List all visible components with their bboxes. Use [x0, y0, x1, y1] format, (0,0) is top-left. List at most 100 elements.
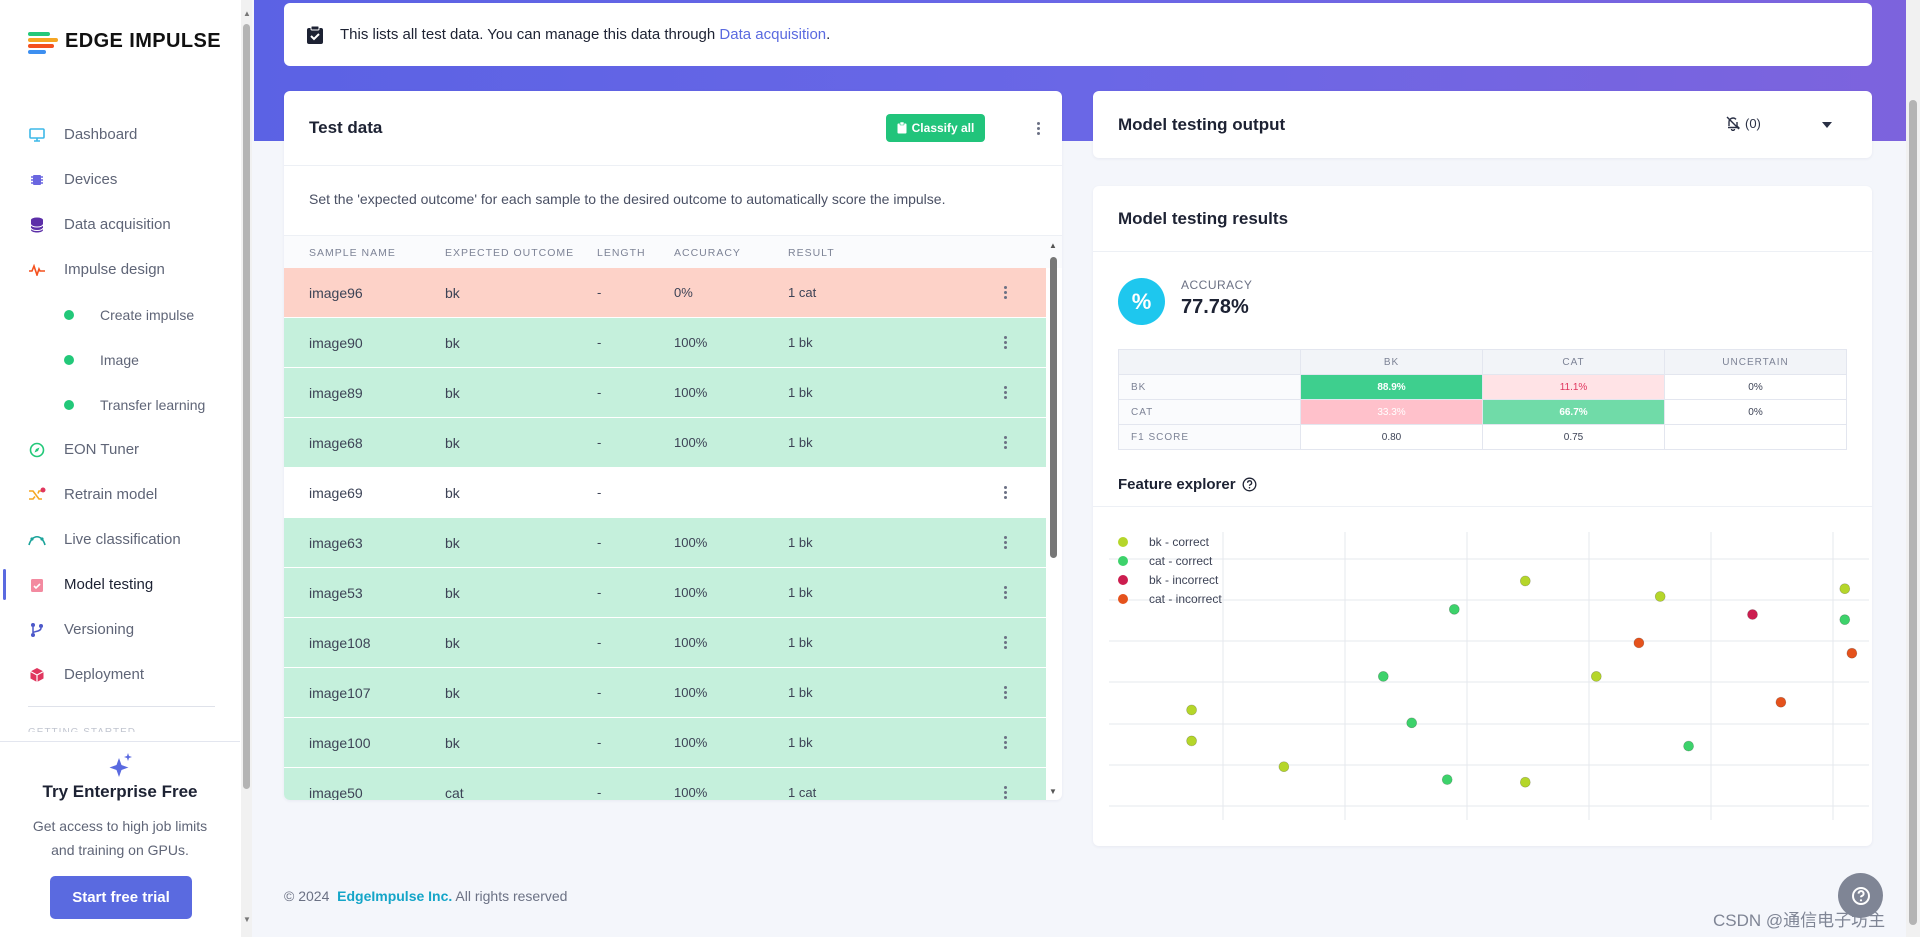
help-button[interactable] [1838, 873, 1883, 918]
row-menu-button[interactable] [997, 632, 1013, 652]
info-banner: This lists all test data. You can manage… [284, 3, 1872, 66]
sidebar-item-model-testing[interactable]: Model testing [0, 562, 240, 607]
sidebar-item-create-impulse[interactable]: Create impulse [0, 292, 240, 337]
scatter-point[interactable] [1839, 614, 1851, 625]
divider [1093, 251, 1872, 252]
scatter-point[interactable] [1747, 609, 1758, 620]
table-header: SAMPLE NAME EXPECTED OUTCOME LENGTH ACCU… [284, 235, 1062, 268]
confusion-matrix: BK CAT UNCERTAIN BK 88.9% 11.1% 0% CAT 3… [1118, 349, 1847, 450]
cm-cell: 11.1% [1482, 374, 1665, 400]
data-acquisition-link[interactable]: Data acquisition [719, 26, 827, 43]
row-menu-button[interactable] [997, 382, 1013, 402]
row-menu-button[interactable] [997, 432, 1013, 452]
table-scroll-thumb[interactable] [1050, 257, 1057, 558]
scatter-point[interactable] [1278, 761, 1290, 773]
sidebar-item-eon-tuner[interactable]: EON Tuner [0, 427, 240, 472]
column-header[interactable]: RESULT [788, 247, 835, 259]
table-row[interactable]: image100 bk - 100% 1 bk [284, 718, 1046, 767]
scroll-down-icon[interactable]: ▼ [243, 915, 251, 924]
table-row[interactable]: image69 bk - [284, 468, 1046, 517]
legend-label[interactable]: bk - incorrect [1149, 573, 1219, 587]
sidebar-item-label: Impulse design [64, 261, 165, 278]
model-testing-output-card[interactable]: Model testing output (0) [1093, 91, 1872, 158]
scatter-point[interactable] [1406, 717, 1418, 729]
sidebar-scroll-thumb[interactable] [243, 24, 250, 789]
compass-icon [28, 441, 46, 459]
scroll-down-icon[interactable]: ▼ [1049, 787, 1057, 796]
row-menu-button[interactable] [997, 482, 1013, 502]
scatter-point[interactable] [1186, 704, 1197, 716]
row-menu-button[interactable] [997, 732, 1013, 752]
scatter-point[interactable] [1519, 776, 1531, 788]
sidebar-item-versioning[interactable]: Versioning [0, 607, 240, 652]
notification-toggle[interactable]: (0) [1725, 115, 1761, 131]
sidebar-item-deployment[interactable]: Deployment [0, 652, 240, 697]
row-menu-button[interactable] [997, 582, 1013, 602]
sidebar-item-data-acquisition[interactable]: Data acquisition [0, 202, 240, 247]
sidebar-item-transfer-learning[interactable]: Transfer learning [0, 382, 240, 427]
legend-label[interactable]: cat - incorrect [1149, 592, 1222, 606]
table-row[interactable]: image108 bk - 100% 1 bk [284, 618, 1046, 667]
td-accuracy: 100% [674, 535, 708, 550]
td-result: 1 cat [788, 285, 817, 300]
column-header[interactable]: EXPECTED OUTCOME [445, 247, 575, 259]
table-row[interactable]: image107 bk - 100% 1 bk [284, 668, 1046, 717]
help-circle-icon[interactable] [1242, 477, 1257, 492]
page-scrollbar[interactable] [1906, 0, 1920, 937]
sidebar-item-devices[interactable]: Devices [0, 157, 240, 202]
logo[interactable]: EDGE IMPULSE [28, 30, 221, 54]
sidebar-item-dashboard[interactable]: Dashboard [0, 112, 240, 157]
table-row[interactable]: image89 bk - 100% 1 bk [284, 368, 1046, 417]
row-menu-button[interactable] [997, 782, 1013, 800]
test-data-menu-button[interactable] [1030, 118, 1046, 138]
scatter-point[interactable] [1654, 591, 1666, 602]
sidebar-item-impulse-design[interactable]: Impulse design [0, 247, 240, 292]
sidebar-item-label: Retrain model [64, 486, 158, 503]
scatter-point[interactable] [1448, 604, 1460, 615]
brand-name: EDGE IMPULSE [65, 30, 221, 52]
column-header[interactable]: LENGTH [597, 247, 646, 259]
column-header[interactable]: SAMPLE NAME [309, 247, 396, 259]
sidebar-item-image[interactable]: Image [0, 337, 240, 382]
company-link[interactable]: EdgeImpulse Inc. [337, 888, 453, 904]
table-row[interactable]: image68 bk - 100% 1 bk [284, 418, 1046, 467]
scatter-point[interactable] [1590, 671, 1602, 682]
table-row[interactable]: image50 cat - 100% 1 cat [284, 768, 1046, 800]
sidebar-item-live-classification[interactable]: Live classification [0, 517, 240, 562]
td-length: - [597, 585, 602, 600]
table-row[interactable]: image63 bk - 100% 1 bk [284, 518, 1046, 567]
clipboard-check-icon [28, 576, 46, 594]
scatter-point[interactable] [1846, 647, 1858, 659]
scroll-up-icon[interactable]: ▲ [1049, 241, 1057, 250]
scatter-point[interactable] [1377, 671, 1389, 682]
sidebar-scrollbar[interactable]: ▲ ▼ [241, 0, 252, 937]
sidebar-item-retrain-model[interactable]: Retrain model [0, 472, 240, 517]
column-header[interactable]: ACCURACY [674, 247, 741, 259]
row-menu-button[interactable] [997, 532, 1013, 552]
table-row[interactable]: image90 bk - 100% 1 bk [284, 318, 1046, 367]
page-scroll-thumb[interactable] [1909, 100, 1917, 925]
row-menu-button[interactable] [997, 332, 1013, 352]
scatter-point[interactable] [1186, 735, 1197, 747]
td-length: - [597, 635, 602, 650]
classify-all-button[interactable]: Classify all [886, 114, 985, 142]
scatter-point[interactable] [1683, 740, 1694, 752]
promo-title: Try Enterprise Free [42, 782, 198, 801]
row-menu-button[interactable] [997, 282, 1013, 302]
legend-label[interactable]: cat - correct [1149, 554, 1213, 568]
table-row[interactable]: image53 bk - 100% 1 bk [284, 568, 1046, 617]
scatter-point[interactable] [1839, 583, 1851, 594]
row-menu-button[interactable] [997, 682, 1013, 702]
table-row[interactable]: image96 bk - 0% 1 cat [284, 268, 1046, 317]
legend-label[interactable]: bk - correct [1149, 535, 1210, 549]
start-free-trial-button[interactable]: Start free trial [50, 876, 192, 919]
table-scrollbar[interactable]: ▲ ▼ [1048, 241, 1060, 797]
scatter-point[interactable] [1633, 637, 1645, 649]
scroll-up-icon[interactable]: ▲ [243, 9, 251, 18]
feature-explorer-plot[interactable]: bk - correct cat - correct bk - incorrect c… [1109, 522, 1869, 822]
scatter-point[interactable] [1519, 575, 1531, 587]
scatter-point[interactable] [1441, 774, 1453, 785]
scatter-point[interactable] [1775, 696, 1787, 708]
cm-corner [1118, 349, 1301, 375]
chevron-down-icon[interactable] [1822, 122, 1832, 128]
